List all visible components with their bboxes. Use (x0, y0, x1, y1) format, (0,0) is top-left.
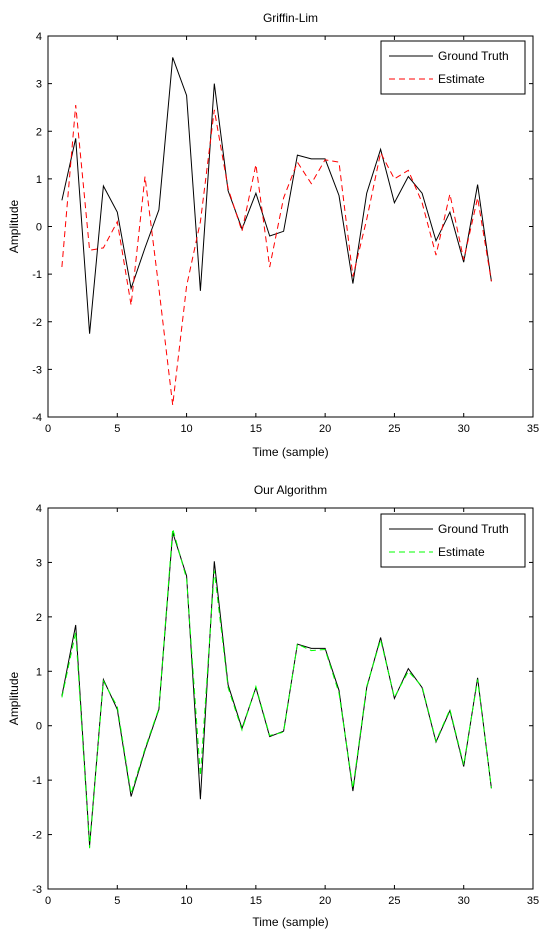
y-tick-label: 0 (36, 222, 42, 234)
y-tick-label: 3 (36, 557, 42, 569)
x-tick-label: 20 (319, 895, 331, 907)
y-tick-label: 4 (36, 31, 42, 43)
x-tick-label: 25 (388, 423, 400, 435)
x-tick-label: 30 (458, 423, 470, 435)
y-tick-label: 2 (36, 612, 42, 624)
chart-title: Our Algorithm (254, 483, 327, 497)
x-tick-label: 0 (45, 895, 51, 907)
y-tick-label: 1 (36, 666, 42, 678)
chart-title: Griffin-Lim (263, 11, 318, 25)
chart-panel-our-algorithm: 0 5 10 15 20 25 30 35 -3 -2 -1 0 1 2 3 4 Our Algorithm Ti… (7, 483, 539, 929)
x-axis-label: Time (sample) (252, 445, 328, 459)
x-tick-label: 20 (319, 423, 331, 435)
y-tick-label: 0 (36, 721, 42, 733)
legend-label-ground-truth: Ground Truth (438, 49, 509, 63)
legend-label-estimate: Estimate (438, 545, 485, 559)
x-tick-label: 10 (180, 895, 192, 907)
x-tick-label: 5 (114, 895, 120, 907)
y-tick-label: 3 (36, 79, 42, 91)
y-tick-label: -2 (32, 830, 42, 842)
y-tick-label: -3 (32, 364, 42, 376)
y-tick-label: -3 (32, 884, 42, 896)
y-tick-label: -1 (32, 269, 42, 281)
legend-box (380, 40, 526, 95)
x-tick-label: 35 (527, 895, 539, 907)
y-tick-label: -4 (32, 412, 42, 424)
x-tick-label: 0 (45, 423, 51, 435)
x-tick-label: 15 (250, 895, 262, 907)
plot-area (47, 35, 534, 418)
legend-label-ground-truth: Ground Truth (438, 522, 509, 536)
y-tick-label: -2 (32, 317, 42, 329)
plot-area (47, 507, 534, 890)
series-line-estimate (61, 105, 492, 406)
legend-label-estimate: Estimate (438, 72, 485, 86)
y-tick-label: 4 (36, 503, 42, 515)
chart-panel-griffin-lim: 0 5 10 15 20 25 30 35 -4 -3 -2 -1 0 1 2 3 4 Griffin-Lim Ti… (7, 11, 539, 459)
y-tick-label: -1 (32, 775, 42, 787)
x-tick-label: 10 (180, 423, 192, 435)
x-axis-label: Time (sample) (252, 915, 328, 929)
y-tick-label: 2 (36, 126, 42, 138)
x-tick-label: 30 (458, 895, 470, 907)
x-tick-label: 25 (388, 895, 400, 907)
y-axis-label: Amplitude (7, 200, 21, 254)
x-tick-label: 15 (250, 423, 262, 435)
legend-box (380, 513, 526, 568)
y-axis-label: Amplitude (7, 672, 21, 726)
x-tick-label: 35 (527, 423, 539, 435)
series-line-estimate (61, 528, 492, 849)
y-tick-label: 1 (36, 174, 42, 186)
x-tick-label: 5 (114, 423, 120, 435)
